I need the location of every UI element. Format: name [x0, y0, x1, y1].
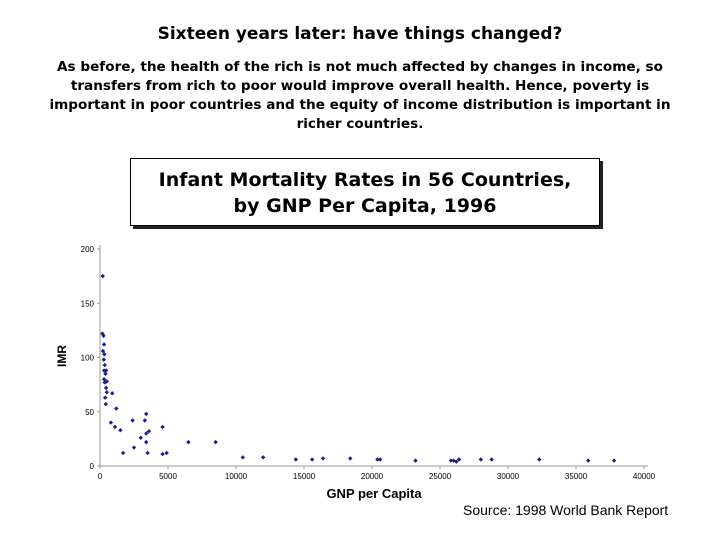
x-tick-label: 20000 — [361, 472, 384, 481]
data-point — [101, 377, 107, 382]
x-tick-label: 10000 — [225, 472, 248, 481]
data-point — [413, 458, 418, 463]
data-point — [102, 395, 108, 400]
x-tick-label: 5000 — [159, 472, 177, 481]
data-point — [103, 371, 108, 376]
chart-title-line-2: by GNP Per Capita, 1996 — [233, 195, 497, 217]
x-tick-label: 30000 — [497, 472, 520, 481]
x-tick-label: 35000 — [565, 472, 588, 481]
data-point — [103, 401, 108, 407]
data-point — [489, 457, 494, 462]
x-tick-group: 0 5000 10000 15000 20000 25000 30000 35000 40000 — [98, 466, 656, 481]
chart-title-line-1: Infant Mortality Rates in 56 Countries, — [158, 169, 572, 191]
data-point — [102, 362, 107, 368]
data-point — [611, 458, 617, 463]
y-tick-label: 100 — [81, 354, 95, 363]
data-point — [160, 424, 165, 430]
data-point — [142, 418, 148, 423]
data-point — [100, 273, 105, 279]
data-point — [213, 439, 218, 445]
data-point — [110, 391, 115, 396]
y-tick-label: 200 — [81, 245, 95, 254]
data-point — [448, 458, 454, 463]
data-point — [145, 450, 150, 456]
slide-title: Sixteen years later: have things changed… — [157, 24, 563, 44]
data-point — [478, 457, 483, 462]
data-point — [348, 456, 353, 461]
data-point — [130, 418, 135, 423]
data-point — [101, 333, 106, 338]
data-point — [108, 420, 114, 425]
data-point — [456, 457, 462, 462]
data-point — [112, 424, 118, 430]
data-point — [102, 380, 107, 385]
slide-body-text: As before, the health of the rich is not… — [49, 59, 671, 132]
data-point — [164, 450, 169, 456]
data-point — [118, 427, 123, 433]
data-point — [537, 457, 542, 462]
data-point — [586, 458, 591, 463]
data-point — [131, 445, 137, 450]
data-point — [454, 459, 459, 464]
data-point — [375, 457, 380, 462]
data-point — [240, 455, 245, 460]
data-points-group — [100, 273, 617, 464]
data-point — [293, 457, 299, 462]
data-point — [103, 385, 109, 391]
data-point — [144, 431, 149, 436]
data-point — [138, 435, 143, 440]
chart-title-box: Infant Mortality Rates in 56 Countries, … — [130, 158, 600, 226]
data-point — [114, 406, 119, 411]
data-point — [160, 451, 165, 457]
x-axis-label: GNP per Capita — [326, 486, 422, 501]
data-point — [320, 456, 326, 461]
data-point — [144, 411, 149, 417]
data-point — [104, 379, 109, 384]
data-point — [101, 342, 107, 347]
data-point — [102, 352, 107, 357]
data-point — [100, 348, 106, 354]
data-point — [101, 357, 107, 362]
data-point — [377, 457, 383, 462]
x-tick-label: 40000 — [633, 472, 656, 481]
data-point — [120, 450, 126, 456]
data-point — [104, 390, 109, 395]
data-point — [309, 457, 315, 462]
x-tick-label: 25000 — [429, 472, 452, 481]
data-point — [186, 439, 191, 445]
data-point — [103, 368, 109, 373]
x-tick-label: 0 — [98, 472, 103, 481]
data-point — [144, 439, 149, 445]
y-tick-group: 0 50 100 150 200 — [81, 245, 100, 471]
y-tick-label: 150 — [81, 299, 95, 308]
y-tick-label: 0 — [90, 462, 95, 471]
data-point — [261, 455, 266, 460]
data-point — [146, 429, 152, 434]
y-axis-label: IMR — [55, 345, 69, 367]
source-citation: Source: 1998 World Bank Report — [463, 502, 669, 518]
y-tick-label: 50 — [85, 408, 94, 417]
x-tick-label: 15000 — [293, 472, 316, 481]
